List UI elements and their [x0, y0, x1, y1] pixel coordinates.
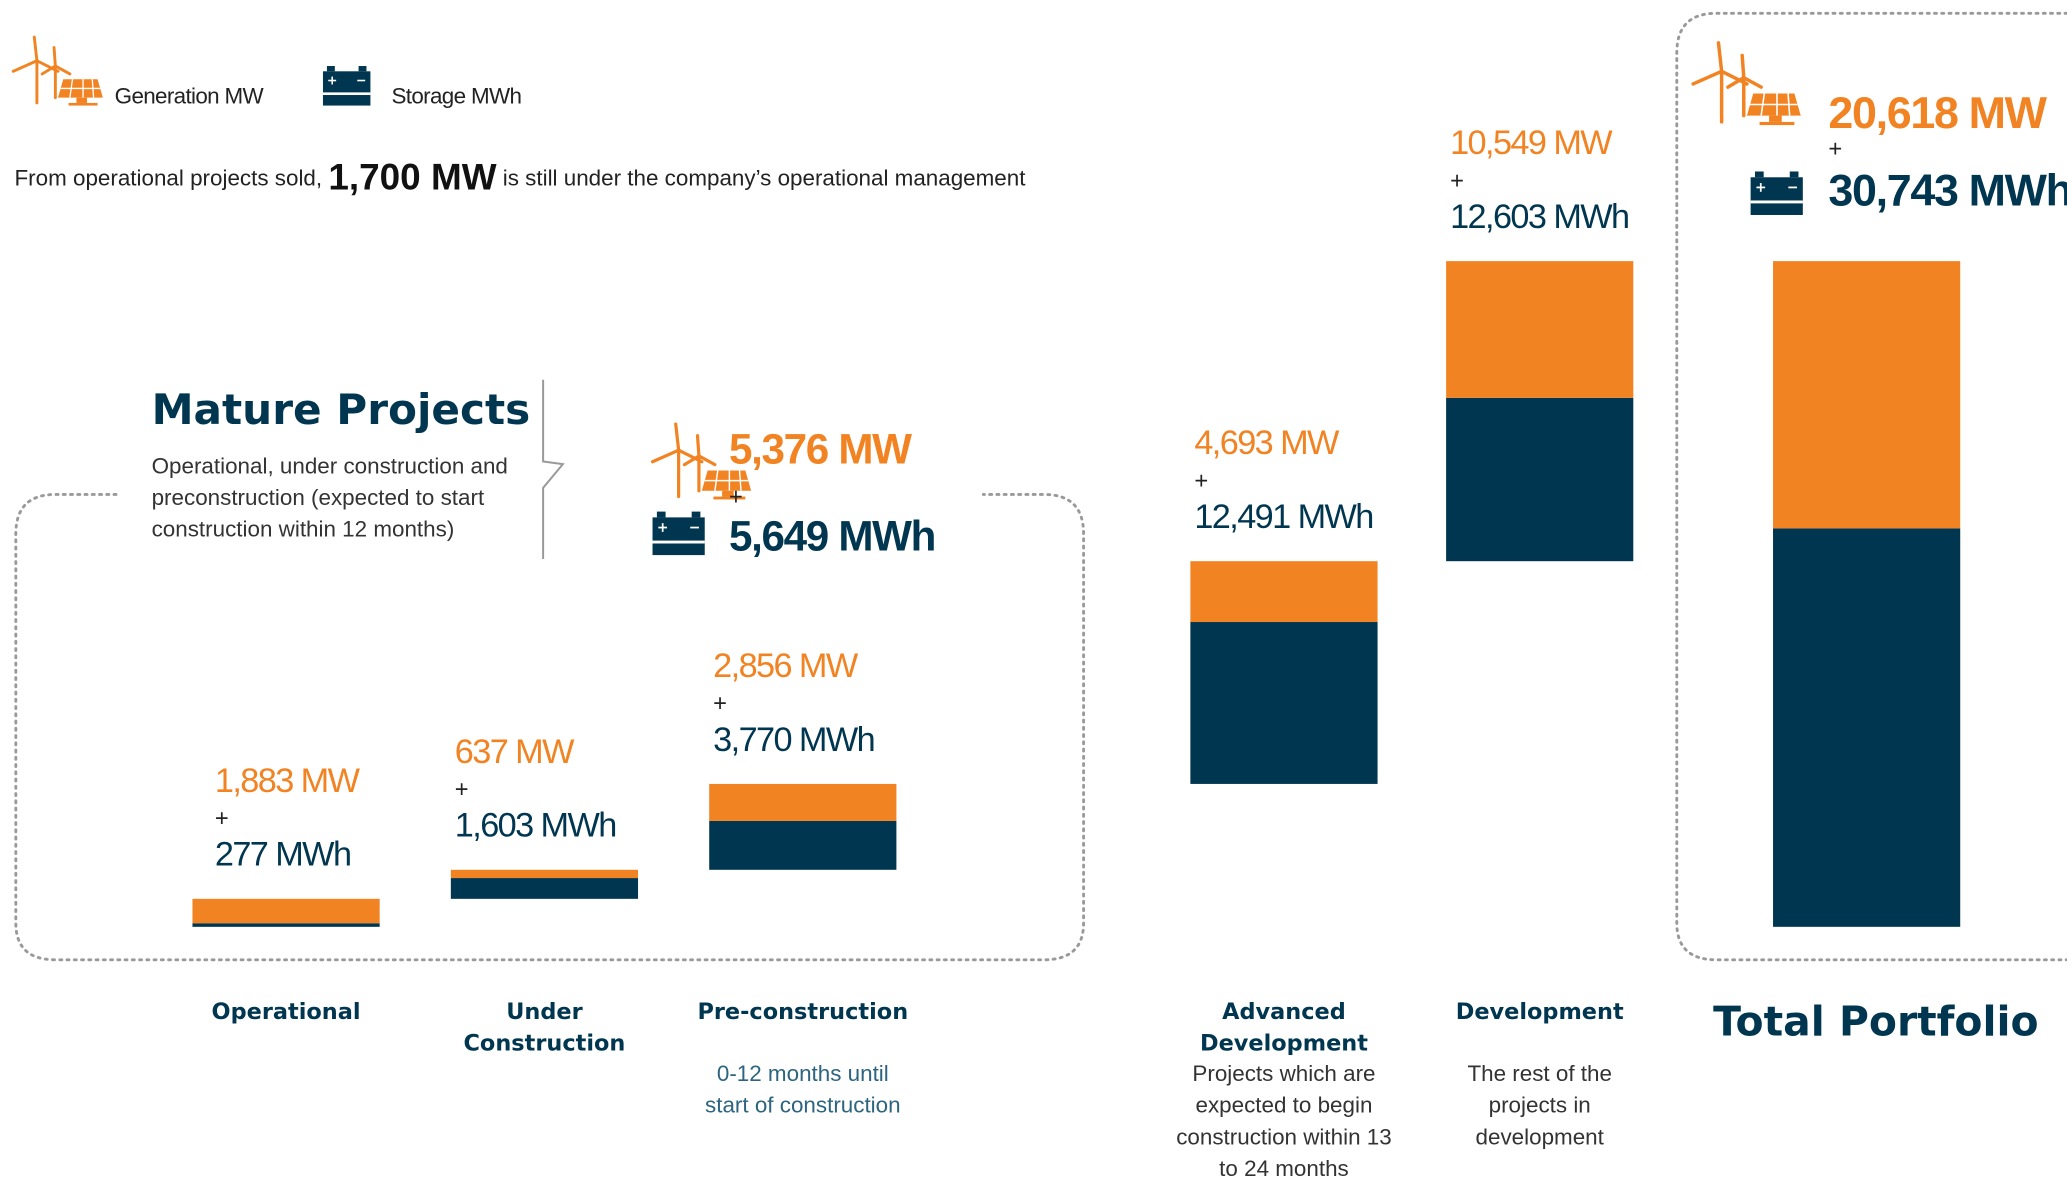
storage-icon: [1749, 170, 1804, 216]
joiner: +: [729, 485, 743, 511]
joiner: +: [1828, 137, 1842, 163]
value-label: 30,743 MWh: [1828, 166, 2067, 216]
category-label: Total Portfolio: [1713, 997, 2038, 1045]
bar-segment: [1773, 528, 1961, 927]
category-description: The rest of the projects in development: [1467, 1061, 1612, 1150]
storage-icon: [322, 65, 372, 107]
total-frame: [1675, 11, 2067, 962]
value-label: 12,491 MWh: [1194, 498, 1372, 536]
value-label: 2,856 MW: [713, 647, 859, 685]
note-text: From operational projects sold,: [15, 165, 329, 190]
category-label-box: Development: [1455, 999, 1624, 1026]
bar-segment: [1190, 622, 1378, 784]
bar-segment: [1446, 261, 1634, 398]
category-label: Development: [1455, 999, 1624, 1026]
value-label: 1,883 MW: [215, 762, 361, 800]
bar-segment: [450, 878, 639, 899]
note-highlight: 1,700 MW: [328, 156, 496, 197]
note: From operational projects sold, 1,700 MW…: [15, 156, 1027, 197]
mature-frame: [14, 493, 1086, 962]
category-label-box: Under Construction: [463, 999, 626, 1058]
value-label: 637 MW: [455, 733, 575, 771]
group-storage: 5,649 MWh: [729, 512, 935, 559]
category-description: Projects which are expected to begin con…: [1176, 1061, 1392, 1182]
value-label: 20,618 MW: [1828, 88, 2047, 138]
group-description: Operational, under construction and prec…: [151, 453, 508, 542]
generation-icon: [1691, 41, 1803, 127]
category-label-box: Operational: [211, 999, 361, 1026]
category-label-box: Pre-construction: [697, 999, 909, 1026]
value-label: 4,693 MW: [1194, 424, 1340, 462]
joiner: +: [1194, 468, 1208, 494]
bar-segment: [192, 923, 380, 927]
category-label: Pre-construction: [697, 999, 909, 1026]
joiner: +: [455, 777, 469, 803]
category-description-box: The rest of the projects in development: [1467, 1061, 1612, 1150]
bar-segment: [709, 783, 897, 821]
value-label: 3,770 MWh: [713, 721, 874, 759]
category-label: Advanced Development: [1199, 999, 1368, 1058]
bar-segment: [1773, 261, 1961, 529]
bar-segment: [192, 898, 380, 924]
divider: [542, 379, 565, 560]
category-label: Operational: [211, 999, 361, 1026]
legend-label: Storage MWh: [392, 84, 522, 109]
group-generation: 5,376 MW: [729, 425, 912, 472]
bar-segment: [450, 869, 639, 879]
note-text: is still under the company’s operational…: [497, 165, 1027, 190]
group-description-box: Operational, under construction and prec…: [151, 453, 508, 542]
category-description: 0-12 months until start of construction: [705, 1061, 901, 1118]
value-label: 10,549 MW: [1450, 124, 1613, 162]
value-label: 1,603 MWh: [455, 807, 616, 845]
bar-segment: [709, 820, 897, 870]
group-title: Mature Projects: [152, 385, 531, 434]
category-label-box: Advanced Development: [1199, 999, 1368, 1058]
bar-segment: [1446, 397, 1634, 562]
value-label: 12,603 MWh: [1450, 198, 1628, 236]
joiner: +: [215, 806, 229, 832]
bar-segment: [1190, 561, 1378, 623]
joiner: +: [713, 691, 727, 717]
value-label: 277 MWh: [215, 836, 351, 874]
category-description-box: 0-12 months until start of construction: [705, 1061, 901, 1118]
generation-icon: [11, 35, 105, 108]
joiner: +: [1450, 168, 1464, 194]
category-label: Under Construction: [463, 999, 626, 1058]
category-description-box: Projects which are expected to begin con…: [1176, 1061, 1392, 1182]
legend-label: Generation MW: [115, 84, 265, 109]
storage-icon: [651, 510, 706, 556]
